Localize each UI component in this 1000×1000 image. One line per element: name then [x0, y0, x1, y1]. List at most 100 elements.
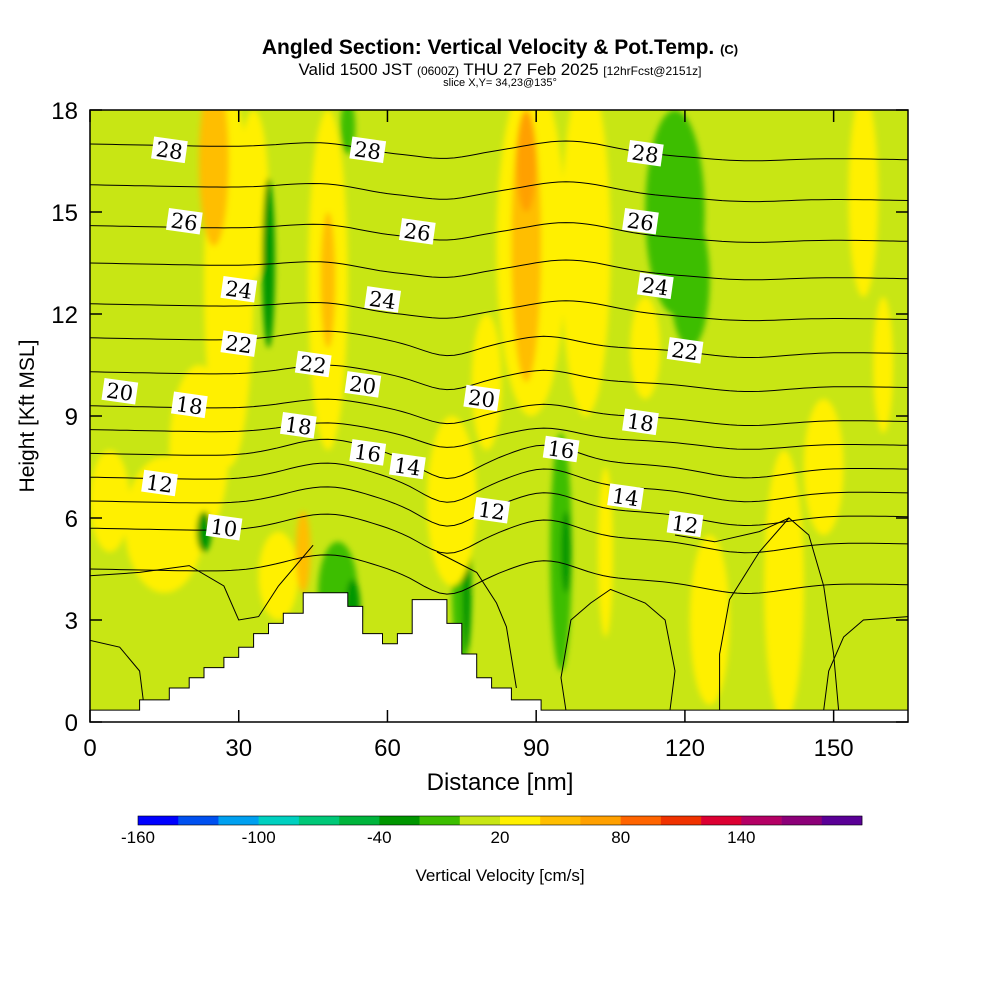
contour-label-text: 14	[610, 484, 640, 511]
colorbar-swatch	[419, 816, 461, 825]
colorbar-tick-label: 20	[491, 828, 510, 847]
contour-label-box	[349, 136, 387, 164]
contour-label-text: 28	[154, 137, 184, 164]
slice-info: slice X,Y= 34,23@135°	[443, 77, 557, 89]
isentrope-line	[90, 639, 145, 711]
colorbar-frame	[137, 815, 863, 826]
contour-label-box	[622, 408, 659, 436]
contour-label-box	[473, 496, 511, 524]
contour-label: 14	[389, 452, 426, 481]
colorbar-swatch	[660, 816, 702, 825]
contour-label: 20	[101, 377, 139, 406]
x-tick-label: 90	[523, 735, 550, 762]
velocity-cell	[630, 297, 661, 399]
contour-label-text: 28	[353, 137, 383, 164]
x-tick-label: 120	[665, 735, 705, 762]
colorbar-swatch	[298, 816, 340, 825]
contour-label-text: 20	[467, 385, 497, 412]
axes: 0 30 60 90 120 150 0 3 6 9 12 15 18	[51, 98, 908, 762]
chart-title-unit: (C)	[720, 42, 739, 57]
contour-label-text: 12	[477, 497, 507, 524]
contour-label: 20	[344, 371, 382, 399]
colorbar-tick-label: 140	[727, 828, 755, 847]
y-tick-label: 15	[51, 200, 78, 227]
valid-time: Valid 1500 JST	[298, 60, 413, 79]
velocity-cell	[471, 314, 502, 450]
valid-date: THU 27 Feb 2025	[463, 60, 599, 79]
velocity-cell	[516, 110, 537, 212]
velocity-cell	[238, 110, 269, 280]
contour-label: 12	[666, 510, 704, 539]
contour-label: 22	[220, 330, 258, 358]
y-tick-label: 0	[65, 710, 78, 737]
isentrope-line	[90, 438, 908, 480]
chart-title-text: Angled Section: Vertical Velocity & Pot.…	[261, 36, 715, 59]
y-axis-title: Height [Kft MSL]	[16, 340, 39, 493]
velocity-cell	[764, 450, 804, 722]
colorbar: -160 -100 -40 20 80 140	[121, 815, 863, 847]
contour-label-text: 24	[640, 273, 670, 300]
colorbar-tick-label: 80	[611, 828, 630, 847]
colorbar-swatch	[620, 816, 662, 825]
valid-zulu: (0600Z)	[416, 64, 459, 78]
contour-label-text: 16	[353, 440, 383, 467]
isentrope-line	[90, 422, 908, 450]
isentrope-line	[90, 222, 908, 243]
velocity-cell	[689, 535, 730, 705]
isentrope-line	[90, 398, 908, 426]
colorbar-swatch	[540, 816, 581, 825]
colorbar-swatch	[500, 816, 541, 825]
terrain-profile	[90, 592, 908, 722]
contour-label: 16	[542, 435, 580, 464]
contour-label-box	[344, 371, 382, 398]
contour-label-box	[279, 411, 317, 439]
contour-label-box	[165, 207, 203, 235]
isentrope-line	[90, 300, 908, 322]
x-tick-label: 150	[814, 735, 854, 762]
contour-label: 26	[398, 218, 436, 246]
y-tick-label: 12	[51, 302, 78, 329]
contour-label-box	[666, 510, 704, 538]
colorbar-swatch	[741, 816, 782, 825]
contour-label: 28	[151, 136, 188, 165]
contour-label: 22	[294, 350, 332, 379]
contour-label-box	[294, 350, 332, 378]
contour-label: 28	[349, 136, 387, 165]
contour-label-text: 10	[209, 514, 239, 541]
colorbar-swatch	[218, 816, 259, 825]
contour-label: 26	[622, 207, 659, 236]
chart-subtitle: Valid 1500 JST (0600Z) THU 27 Feb 2025 […	[0, 60, 1000, 80]
contour-label: 24	[636, 272, 674, 301]
contour-label-box	[151, 136, 188, 164]
contour-label: 14	[607, 483, 644, 511]
contour-label-text: 24	[368, 287, 398, 314]
colorbar-swatch	[258, 816, 300, 825]
contour-label-text: 12	[144, 470, 174, 497]
velocity-cell	[560, 511, 571, 593]
colorbar-swatch	[178, 816, 219, 825]
contour-label-text: 22	[298, 351, 328, 378]
y-tick-label: 6	[65, 506, 78, 533]
terrain-shape	[90, 592, 908, 722]
velocity-cell	[320, 212, 336, 348]
x-axis-title: Distance [nm]	[427, 769, 574, 796]
contour-label-text: 24	[224, 276, 254, 303]
velocity-cell	[873, 297, 894, 433]
velocity-cell	[560, 110, 611, 416]
contour-label-box	[636, 272, 674, 300]
velocity-cell	[670, 212, 710, 348]
colorbar-swatch	[138, 816, 179, 825]
contour-label: 16	[349, 439, 387, 467]
contour-label: 24	[220, 275, 258, 304]
velocity-cell	[427, 416, 477, 586]
isentrope-line	[90, 140, 908, 162]
isentrope-line	[674, 517, 790, 543]
contour-label-box	[220, 275, 258, 303]
x-tick-label: 60	[374, 735, 401, 762]
contour-label-text: 28	[630, 140, 660, 167]
chart-title: Angled Section: Vertical Velocity & Pot.…	[0, 36, 1000, 60]
contour-label: 18	[622, 408, 659, 437]
contour-label-text: 20	[105, 378, 135, 405]
contour-label-box	[463, 384, 501, 412]
velocity-cell	[262, 178, 275, 348]
